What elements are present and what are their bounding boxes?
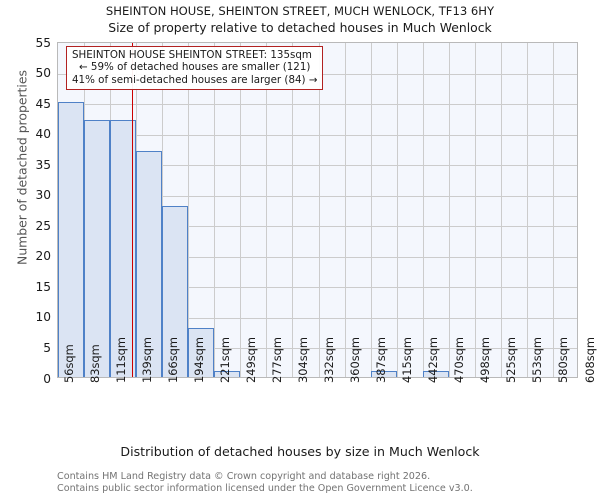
bars-layer — [58, 43, 577, 377]
y-tick-label: 55 — [35, 35, 51, 50]
attribution-footer: Contains HM Land Registry data © Crown c… — [57, 471, 587, 494]
y-tick-label: 40 — [35, 127, 51, 142]
x-tick-label: 525sqm — [504, 336, 519, 383]
histogram-bar — [58, 102, 85, 377]
y-tick-label: 30 — [35, 188, 51, 203]
x-tick-label: 580sqm — [556, 336, 571, 383]
annotation-line-2: ← 59% of detached houses are smaller (12… — [79, 61, 311, 74]
y-tick-label: 20 — [35, 249, 51, 264]
x-tick-label: 553sqm — [530, 336, 545, 383]
histogram-bar — [214, 370, 241, 377]
x-tick-label: 56sqm — [61, 344, 76, 383]
x-tick-label: 139sqm — [139, 336, 154, 383]
chart-subtitle: Size of property relative to detached ho… — [108, 20, 492, 35]
histogram-bar — [84, 120, 111, 377]
x-tick-label: 470sqm — [452, 336, 467, 383]
plot-area — [57, 42, 578, 378]
histogram-bar — [162, 205, 189, 377]
x-tick-label: 221sqm — [217, 336, 232, 383]
x-tick-label: 387sqm — [374, 336, 389, 383]
x-tick-label: 360sqm — [348, 336, 363, 383]
page-title: SHEINTON HOUSE, SHEINTON STREET, MUCH WE… — [105, 4, 495, 18]
x-axis-title: Distribution of detached houses by size … — [120, 444, 480, 459]
x-tick-label: 332sqm — [322, 336, 336, 383]
x-tick-label: 111sqm — [113, 336, 128, 383]
footer-line-2: Contains public sector information licen… — [57, 482, 473, 494]
annotation-line-3: 41% of semi-detached houses are larger (… — [72, 73, 318, 86]
y-tick-label: 15 — [35, 279, 51, 294]
chart-title-block: SHEINTON HOUSE, SHEINTON STREET, MUCH WE… — [0, 3, 600, 36]
y-tick-label: 25 — [35, 218, 51, 233]
x-tick-label: 277sqm — [269, 336, 284, 383]
y-tick-label: 0 — [43, 371, 51, 386]
y-tick-label: 5 — [43, 340, 51, 355]
x-tick-label: 442sqm — [426, 336, 441, 383]
x-tick-label: 304sqm — [295, 336, 310, 383]
property-marker-line — [132, 43, 134, 377]
y-tick-label: 45 — [35, 96, 51, 111]
histogram-bar — [110, 120, 137, 377]
histogram-bar — [370, 370, 397, 377]
annotation-line-1: SHEINTON HOUSE SHEINTON STREET: 135sqm — [72, 49, 312, 61]
x-tick-label: 498sqm — [478, 336, 493, 383]
y-tick-label: 35 — [35, 157, 51, 172]
footer-line-1: Contains HM Land Registry data © Crown c… — [57, 471, 431, 482]
x-tick-label: 166sqm — [165, 336, 180, 383]
histogram-bar — [422, 370, 449, 377]
x-tick-label: 249sqm — [243, 336, 258, 383]
histogram-bar — [188, 328, 215, 377]
y-tick-label: 50 — [35, 66, 51, 81]
x-tick-label: 415sqm — [400, 336, 415, 383]
y-tick-label: 10 — [35, 310, 51, 325]
x-tick-label: 608sqm — [582, 336, 597, 383]
x-tick-label: 194sqm — [191, 336, 206, 383]
x-tick-label: 83sqm — [87, 344, 102, 383]
property-annotation-box: SHEINTON HOUSE SHEINTON STREET: 135sqm ←… — [66, 46, 324, 90]
histogram-bar — [136, 150, 163, 377]
